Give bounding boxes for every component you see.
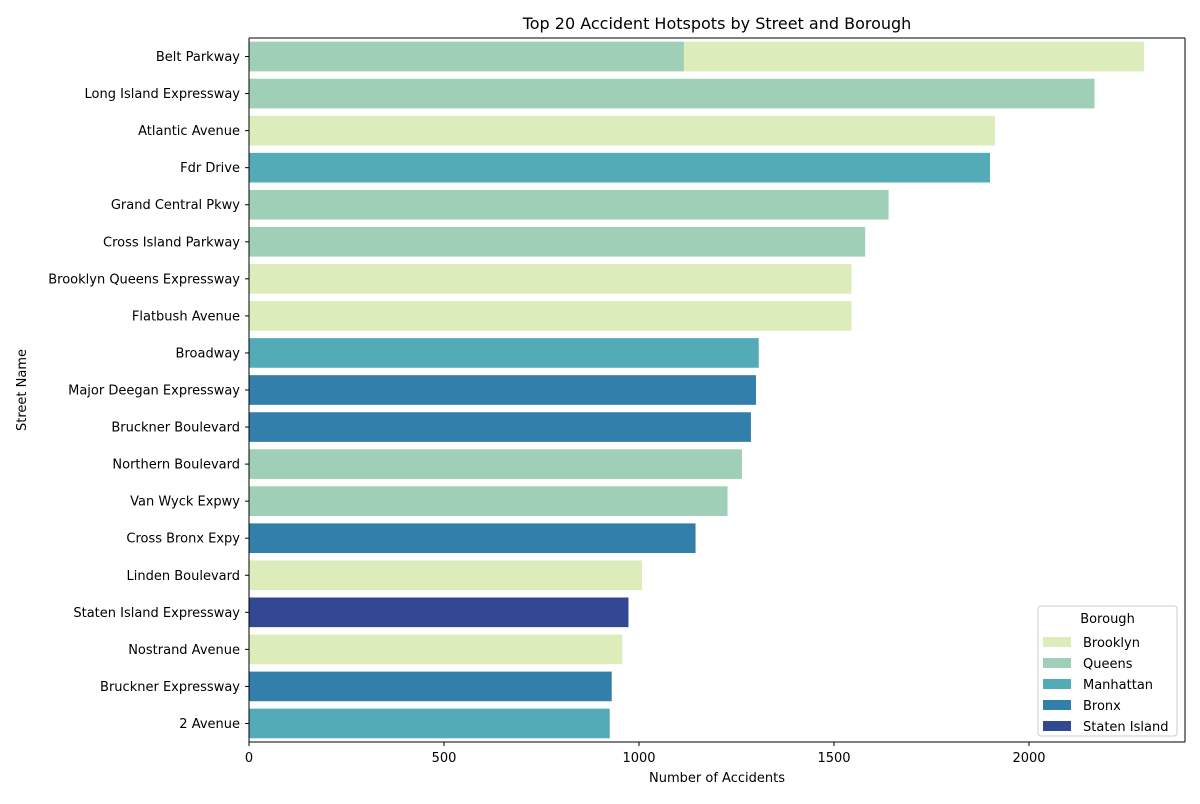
axes-layer: Belt Parkway Long Island Expressway Atlant… bbox=[48, 37, 1186, 766]
y-tick-label-linden-boulevard: Linden Boulevard bbox=[127, 569, 240, 584]
y-axis-label: Street Name bbox=[15, 349, 30, 431]
y-tick-label-bruckner-boulevard: Bruckner Boulevard bbox=[111, 421, 240, 436]
bar-northern-boulevard-queens bbox=[249, 449, 742, 479]
bar-belt-parkway-queens bbox=[249, 41, 684, 72]
y-tick-label-major-deegan-expressway: Major Deegan Expressway bbox=[68, 384, 240, 399]
legend-label-staten-island: Staten Island bbox=[1083, 720, 1168, 735]
y-tick-label-staten-island-expressway: Staten Island Expressway bbox=[73, 606, 240, 621]
y-tick-label-atlantic-avenue: Atlantic Avenue bbox=[138, 124, 240, 139]
bar-van-wyck-expwy-queens bbox=[249, 486, 728, 516]
legend-label-bronx: Bronx bbox=[1083, 699, 1121, 714]
bar-atlantic-avenue-brooklyn bbox=[249, 115, 996, 146]
legend-swatch-staten-island bbox=[1043, 721, 1071, 731]
y-tick-label-fdr-drive: Fdr Drive bbox=[180, 161, 240, 176]
bar-major-deegan-expressway-bronx bbox=[249, 375, 756, 405]
bar-flatbush-avenue-brooklyn bbox=[249, 301, 852, 331]
y-tick-label-cross-island-parkway: Cross Island Parkway bbox=[103, 235, 240, 250]
bar-2-avenue-manhattan bbox=[249, 708, 610, 739]
y-tick-label-grand-central-pkwy: Grand Central Pkwy bbox=[111, 198, 240, 213]
legend-label-brooklyn: Brooklyn bbox=[1083, 636, 1140, 651]
bar-cross-island-parkway-queens bbox=[249, 226, 866, 257]
x-tick-label-1000: 1000 bbox=[622, 751, 655, 766]
bar-long-island-expressway-queens bbox=[249, 78, 1095, 109]
y-tick-label-brooklyn-queens-expressway: Brooklyn Queens Expressway bbox=[48, 272, 240, 287]
y-tick-label-2-avenue: 2 Avenue bbox=[179, 717, 240, 732]
bar-cross-bronx-expy-bronx bbox=[249, 523, 696, 554]
y-tick-label-nostrand-avenue: Nostrand Avenue bbox=[128, 643, 240, 658]
y-tick-label-bruckner-expressway: Bruckner Expressway bbox=[100, 680, 240, 695]
y-tick-label-belt-parkway: Belt Parkway bbox=[156, 50, 240, 65]
x-tick-label-2000: 2000 bbox=[1012, 751, 1045, 766]
legend-swatch-brooklyn bbox=[1043, 637, 1071, 647]
y-tick-label-broadway: Broadway bbox=[176, 346, 241, 361]
bars-layer bbox=[249, 41, 1145, 739]
legend: Borough Brooklyn Queens Manhattan Bronx State… bbox=[1037, 605, 1178, 737]
bar-fdr-drive-manhattan bbox=[249, 152, 990, 183]
legend-title: Borough bbox=[1080, 612, 1135, 627]
legend-swatch-manhattan bbox=[1043, 679, 1071, 689]
bar-bruckner-expressway-bronx bbox=[249, 671, 612, 702]
bar-nostrand-avenue-brooklyn bbox=[249, 634, 623, 665]
legend-label-queens: Queens bbox=[1083, 657, 1133, 672]
y-tick-label-long-island-expressway: Long Island Expressway bbox=[85, 87, 241, 102]
x-tick-label-1500: 1500 bbox=[817, 751, 850, 766]
bar-linden-boulevard-brooklyn bbox=[249, 560, 643, 591]
legend-swatch-queens bbox=[1043, 658, 1071, 668]
y-tick-label-cross-bronx-expy: Cross Bronx Expy bbox=[126, 532, 240, 547]
x-tick-label-0: 0 bbox=[245, 751, 253, 766]
chart-title: Top 20 Accident Hotspots by Street and B… bbox=[522, 14, 912, 33]
y-tick-label-van-wyck-expwy: Van Wyck Expwy bbox=[130, 495, 240, 510]
legend-box bbox=[1037, 605, 1178, 737]
y-tick-label-northern-boulevard: Northern Boulevard bbox=[112, 458, 240, 473]
bar-staten-island-expressway-staten-island bbox=[249, 597, 629, 628]
y-tick-label-flatbush-avenue: Flatbush Avenue bbox=[132, 309, 240, 324]
x-axis-label: Number of Accidents bbox=[649, 771, 785, 786]
x-tick-label-500: 500 bbox=[432, 751, 457, 766]
bar-bruckner-boulevard-bronx bbox=[249, 412, 751, 442]
bar-grand-central-pkwy-queens bbox=[249, 189, 889, 220]
legend-swatch-bronx bbox=[1043, 700, 1071, 710]
bar-broadway-manhattan bbox=[249, 338, 759, 368]
bar-brooklyn-queens-expressway-brooklyn bbox=[249, 264, 852, 294]
legend-label-manhattan: Manhattan bbox=[1083, 678, 1153, 693]
